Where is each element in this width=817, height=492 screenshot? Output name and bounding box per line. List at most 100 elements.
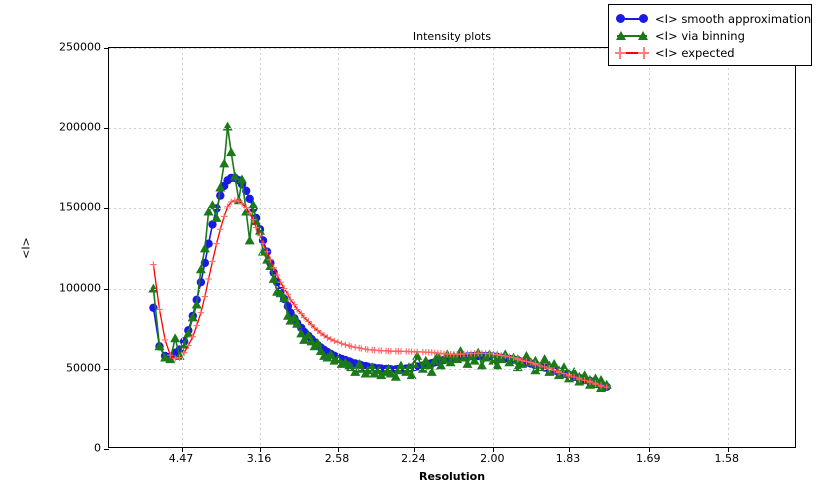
data-point-triangle	[356, 363, 367, 373]
data-point-triangle	[549, 358, 560, 368]
data-point-plus	[189, 333, 196, 340]
data-point-plus	[284, 291, 292, 298]
gridline-vertical	[649, 48, 651, 447]
data-point-plus	[560, 370, 568, 377]
y-tick-label: 100000	[59, 281, 101, 295]
data-point-plus	[205, 275, 212, 283]
data-point-plus	[324, 334, 331, 341]
data-point-triangle	[401, 367, 412, 376]
plot-area	[104, 47, 796, 452]
data-point-triangle	[211, 213, 222, 222]
data-point-triangle	[393, 365, 404, 375]
data-point-circle	[216, 191, 225, 200]
data-point-triangle	[219, 158, 230, 168]
data-point-triangle	[426, 367, 437, 376]
data-point-plus	[586, 379, 594, 386]
data-point-triangle	[148, 283, 159, 293]
data-point-plus	[342, 341, 349, 348]
data-point-triangle	[455, 346, 466, 356]
data-point-triangle	[476, 360, 487, 370]
data-point-triangle	[244, 235, 255, 245]
y-tick-mark	[104, 208, 109, 210]
data-point-plus	[320, 332, 328, 339]
data-point-plus	[246, 210, 253, 217]
y-axis-title: <I>	[19, 237, 33, 259]
data-point-plus	[277, 278, 284, 286]
data-point-plus	[311, 324, 318, 332]
data-point-triangle	[435, 360, 446, 370]
data-point-triangle	[376, 370, 387, 380]
legend: <I> smooth approximation <I> via binning…	[608, 4, 812, 66]
gridline-horizontal	[109, 368, 795, 370]
data-point-triangle	[170, 333, 181, 343]
data-point-plus	[287, 296, 294, 304]
data-point-plus	[150, 261, 157, 268]
data-point-triangle	[279, 293, 290, 303]
data-point-triangle	[350, 367, 361, 376]
data-point-plus	[161, 336, 169, 344]
y-tick-mark	[104, 128, 109, 130]
data-point-triangle	[504, 357, 515, 367]
data-point-plus	[352, 344, 359, 351]
data-point-plus	[242, 204, 250, 211]
data-point-plus	[221, 213, 228, 220]
data-point-triangle	[521, 350, 532, 360]
legend-item[interactable]: <I> expected	[615, 44, 805, 61]
y-tick-mark	[104, 288, 109, 290]
gridline-vertical	[337, 48, 339, 447]
legend-item[interactable]: <I> smooth approximation	[615, 10, 811, 27]
x-tick-label: 4.47	[168, 452, 194, 465]
x-tick-mark	[493, 447, 495, 452]
data-point-triangle	[439, 354, 450, 364]
data-point-plus	[510, 354, 517, 361]
y-axis-tick-labels: 0 50000 100000 150000 200000 250000	[0, 41, 101, 455]
series-layer	[148, 121, 612, 392]
data-point-plus	[185, 342, 192, 349]
data-point-plus	[327, 336, 335, 343]
data-point-plus	[167, 351, 174, 359]
data-point-plus	[555, 369, 563, 376]
y-tick-label: 150000	[59, 200, 101, 214]
data-point-plus	[231, 197, 239, 204]
x-tick-mark	[414, 447, 416, 452]
data-point-plus	[550, 367, 558, 374]
legend-item[interactable]: <I> via binning	[615, 27, 805, 44]
data-point-triangle	[530, 365, 541, 375]
data-point-triangle	[417, 363, 428, 373]
data-point-plus	[494, 351, 501, 359]
data-point-plus	[209, 258, 216, 265]
data-point-triangle	[445, 357, 456, 367]
data-point-triangle	[296, 328, 307, 338]
x-tick-label: 1.58	[714, 452, 740, 465]
x-tick-mark	[649, 447, 651, 452]
data-point-plus	[603, 383, 610, 391]
data-point-triangle	[423, 360, 434, 370]
x-tick-label: 2.24	[401, 452, 426, 465]
data-point-triangle	[406, 370, 417, 380]
data-point-plus	[532, 361, 539, 368]
y-tick-label: 200000	[59, 120, 101, 134]
data-point-triangle	[195, 264, 206, 274]
data-point-triangle	[215, 182, 226, 192]
gridline-vertical	[727, 48, 729, 447]
data-point-plus	[193, 322, 200, 329]
legend-label: <I> via binning	[655, 28, 745, 43]
x-axis-title: Resolution	[418, 470, 486, 483]
data-point-triangle	[299, 334, 310, 344]
legend-label: <I> expected	[655, 45, 735, 60]
data-point-triangle	[203, 206, 214, 216]
data-point-plus	[238, 200, 246, 207]
data-point-plus	[197, 309, 205, 316]
data-point-circle	[196, 278, 206, 287]
data-point-plus	[267, 256, 274, 263]
gridline-horizontal	[109, 208, 795, 210]
data-point-triangle	[199, 243, 210, 253]
data-point-triangle	[236, 174, 247, 184]
data-point-triangle	[462, 358, 473, 368]
data-point-triangle	[362, 365, 373, 375]
data-point-plus	[523, 358, 530, 365]
data-point-triangle	[187, 312, 198, 322]
data-point-triangle	[289, 312, 300, 322]
data-point-triangle	[191, 299, 202, 309]
data-point-triangle	[395, 360, 406, 370]
